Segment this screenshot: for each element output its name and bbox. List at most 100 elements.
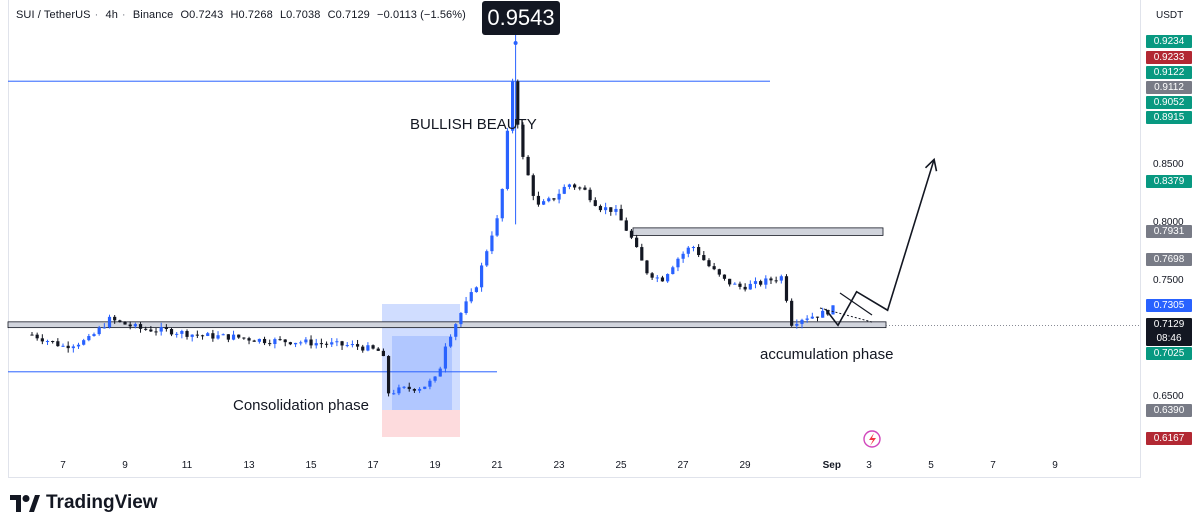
time-tick-label: 7	[990, 460, 996, 471]
candle-body	[650, 273, 654, 278]
candle-body	[195, 334, 199, 336]
candle-body	[759, 281, 763, 285]
candle-body	[542, 201, 546, 205]
candle-body	[448, 336, 453, 347]
time-tick-label: 5	[928, 460, 934, 471]
candle-body	[800, 319, 804, 324]
candle-body	[567, 184, 572, 187]
candle-body	[200, 335, 205, 337]
candle-body	[412, 389, 417, 391]
candle-body	[640, 247, 644, 261]
candle-body	[371, 345, 375, 349]
candle-body	[35, 334, 39, 339]
candle-body	[97, 327, 101, 335]
candle-body	[815, 316, 820, 318]
time-tick-label: 15	[305, 460, 317, 471]
peak-price-label: 0.9543	[482, 1, 560, 35]
candle-body	[138, 324, 143, 329]
symbol-label[interactable]: SUI / TetherUS	[16, 9, 91, 21]
candle-body	[738, 283, 742, 287]
bar-countdown: 08:46	[1156, 333, 1182, 344]
time-tick-label: 11	[181, 460, 193, 471]
price-badge: 0.9052	[1146, 96, 1192, 109]
candle-body	[376, 348, 380, 351]
candle-body	[733, 283, 737, 285]
candle-body	[345, 345, 349, 347]
candle-body	[681, 253, 685, 259]
candle-body	[619, 208, 623, 221]
candle-body	[82, 340, 86, 345]
time-tick-label: 25	[615, 460, 627, 471]
demand-zone[interactable]	[7, 321, 887, 329]
candle-body	[169, 329, 174, 335]
candle-body	[335, 341, 339, 343]
price-badge: 0.8379	[1146, 175, 1192, 188]
time-tick-label: 21	[491, 460, 503, 471]
projected-arrow-head	[924, 157, 938, 172]
candle-body	[510, 81, 515, 131]
candle-body	[190, 334, 194, 337]
candle-body	[71, 346, 75, 349]
candle-body	[314, 343, 318, 346]
candle-body	[299, 342, 303, 344]
candle-body	[831, 305, 835, 315]
candle-body	[433, 376, 437, 381]
candle-body	[583, 187, 587, 190]
candle-body	[790, 300, 794, 326]
candle-body	[500, 188, 504, 219]
candle-body	[175, 333, 179, 335]
candle-body	[459, 313, 463, 325]
time-tick-label: 3	[866, 460, 872, 471]
candle-body	[283, 339, 287, 343]
candle-body	[428, 380, 432, 387]
candle-body	[149, 329, 153, 332]
candle-body	[423, 386, 427, 389]
candle-body	[262, 338, 267, 344]
candle-body	[159, 327, 163, 332]
chart-frame[interactable]	[8, 0, 1141, 478]
price-badge: 0.6167	[1146, 432, 1192, 445]
wedge-line-lower[interactable]	[819, 307, 873, 323]
time-tick-label: 7	[60, 460, 66, 471]
candle-body	[691, 247, 696, 249]
candle-body	[521, 124, 525, 157]
candle-body	[443, 346, 448, 369]
candle-body	[237, 334, 241, 338]
projected-path[interactable]	[824, 159, 935, 327]
wedge-line-upper[interactable]	[839, 292, 873, 316]
candle-body	[216, 335, 220, 339]
candle-body	[417, 388, 422, 391]
candle-body	[645, 260, 649, 274]
candle-body	[516, 81, 520, 125]
candle-body	[226, 334, 230, 340]
candle-body	[753, 281, 758, 284]
candle-body	[45, 341, 50, 343]
candle-body	[805, 318, 809, 320]
price-axis[interactable]: 0.8500 0.8000 0.7500 0.6500 0.9234 0.9233 0.91…	[1141, 0, 1200, 478]
candle-body	[474, 287, 479, 293]
candlestick-plot[interactable]	[0, 0, 1141, 478]
flash-icon[interactable]	[863, 430, 881, 448]
long-position-stop-zone[interactable]	[382, 410, 460, 437]
price-badge: 0.7025	[1146, 347, 1192, 360]
interval-label[interactable]: 4h	[105, 9, 118, 21]
price-badge: 0.7305	[1146, 299, 1192, 312]
accumulation-annotation: accumulation phase	[760, 346, 894, 363]
time-tick-label: 19	[429, 460, 441, 471]
current-price-value: 0.7129	[1153, 319, 1185, 330]
candle-body	[671, 267, 675, 275]
candle-body	[309, 339, 313, 346]
candle-body	[686, 247, 690, 254]
candle-body	[392, 393, 396, 395]
candle-body	[821, 310, 825, 318]
candle-body	[397, 387, 401, 394]
candle-body	[252, 340, 256, 342]
candle-body	[123, 321, 127, 325]
axis-unit[interactable]: USDT	[1156, 10, 1184, 21]
candle-body	[350, 344, 354, 346]
supply-zone[interactable]	[632, 227, 884, 236]
candle-body	[464, 301, 468, 314]
price-badge: 0.8915	[1146, 111, 1192, 124]
candle-body	[92, 334, 96, 337]
candle-body	[319, 343, 323, 345]
